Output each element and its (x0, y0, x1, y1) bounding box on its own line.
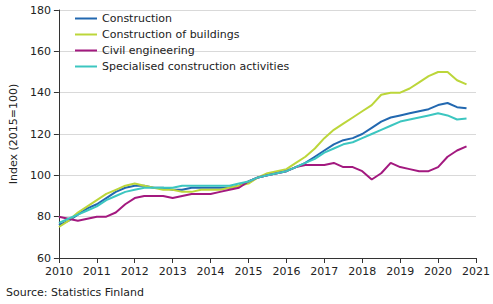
svg-text:2020: 2020 (424, 265, 452, 278)
svg-text:2016: 2016 (272, 265, 300, 278)
svg-text:2021: 2021 (462, 265, 490, 278)
svg-text:2013: 2013 (159, 265, 187, 278)
svg-text:Specialised construction activ: Specialised construction activities (102, 60, 289, 73)
svg-text:Construction of buildings: Construction of buildings (102, 28, 240, 41)
svg-text:2018: 2018 (348, 265, 376, 278)
svg-text:60: 60 (37, 252, 51, 265)
svg-text:2012: 2012 (121, 265, 149, 278)
svg-text:2010: 2010 (45, 265, 73, 278)
svg-text:100: 100 (30, 169, 51, 182)
svg-text:2014: 2014 (197, 265, 225, 278)
svg-text:80: 80 (37, 210, 51, 223)
svg-text:160: 160 (30, 45, 51, 58)
svg-text:2019: 2019 (386, 265, 414, 278)
svg-text:Source: Statistics Finland: Source: Statistics Finland (6, 286, 144, 299)
svg-text:120: 120 (30, 128, 51, 141)
svg-text:2017: 2017 (310, 265, 338, 278)
svg-text:140: 140 (30, 86, 51, 99)
svg-text:Index (2015=100): Index (2015=100) (7, 84, 20, 185)
svg-text:Construction: Construction (102, 12, 172, 25)
svg-text:Civil engineering: Civil engineering (102, 44, 195, 57)
svg-text:2011: 2011 (83, 265, 111, 278)
svg-text:2015: 2015 (234, 265, 262, 278)
svg-text:180: 180 (30, 4, 51, 17)
